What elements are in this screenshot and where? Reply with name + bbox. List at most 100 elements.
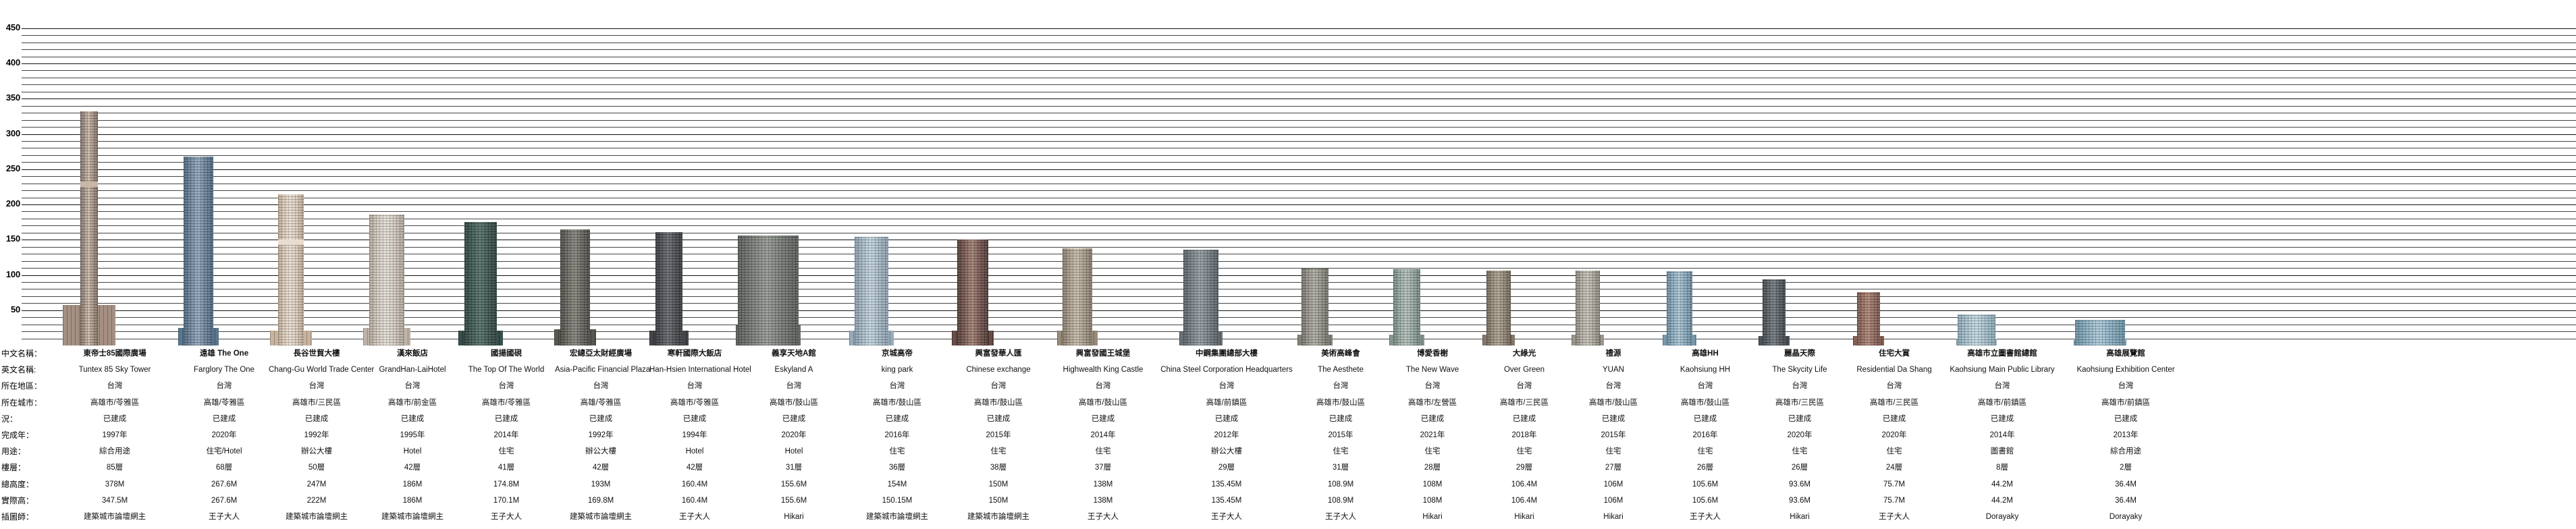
- cell-illustrator: 建築城市論壇網主: [570, 512, 632, 521]
- window-texture: [369, 214, 404, 345]
- cell-height_total: 150M: [988, 480, 1009, 489]
- cell-floors: 42層: [686, 464, 703, 472]
- gridline-major: [22, 204, 2576, 205]
- cell-status: 已建成: [1788, 414, 1812, 423]
- cell-city: 高雄市/鼓山區: [1680, 398, 1730, 407]
- tower-body: [1763, 279, 1786, 345]
- row-label-6: 完成年：: [1, 430, 34, 440]
- cell-city: 高雄市/鼓山區: [973, 398, 1023, 407]
- cell-use: Hotel: [784, 447, 803, 456]
- tower-body: [184, 157, 213, 345]
- cell-height_actual: 105.6M: [1692, 496, 1719, 505]
- y-axis-tick-label: 50: [10, 304, 20, 314]
- cell-floors: 85層: [106, 464, 124, 472]
- cell-name_cn: 興富發國王城堡: [1075, 350, 1131, 358]
- building-slot: [1131, 0, 1270, 345]
- building-20: [1956, 314, 1997, 345]
- cell-height_actual: 186M: [402, 496, 423, 505]
- gridline-minor: [22, 49, 2576, 51]
- cell-height_actual: 135.45M: [1211, 496, 1242, 505]
- building-9: [849, 237, 894, 345]
- window-texture: [855, 237, 888, 345]
- cell-height_total: 93.6M: [1789, 480, 1810, 489]
- building-8: [736, 235, 801, 345]
- cell-use: 住宅: [1697, 447, 1713, 456]
- cell-name_en: GrandHan-LaiHotel: [379, 366, 446, 374]
- building-12: [1179, 250, 1223, 345]
- cell-city: 高雄市/鼓山區: [1316, 398, 1366, 407]
- cell-status: 已建成: [1693, 414, 1717, 423]
- cell-name_en: Highwealth King Castle: [1063, 366, 1144, 374]
- cell-status: 已建成: [2114, 414, 2138, 423]
- cell-height_actual: 169.8M: [587, 496, 614, 505]
- tower-body: [1576, 271, 1600, 345]
- cell-name_en: The Top Of The World: [468, 366, 545, 374]
- y-axis-tick-label: 250: [5, 163, 20, 173]
- window-texture: [2075, 319, 2125, 345]
- cell-use: 住宅: [1605, 447, 1621, 456]
- cell-illustrator: 王子大人: [1088, 512, 1119, 521]
- facade-band: [278, 240, 304, 246]
- table-column-11: 興富發國王城堡 Highwealth King Castle 台灣 高雄市/鼓山區 已建…: [1049, 345, 1157, 525]
- cell-height_actual: 155.6M: [780, 496, 807, 505]
- cell-region: 台灣: [498, 382, 514, 391]
- table-column-10: 興富發華人匯 Chinese exchange 台灣 高雄市/鼓山區 已建成 2015年住…: [948, 345, 1049, 525]
- cell-name_en: Farglory The One: [194, 366, 254, 374]
- cell-illustrator: 王子大人: [1879, 512, 1910, 521]
- gridlines: 50 100 150 200 250 300 350 400 450: [5, 22, 2576, 339]
- cell-name_en: The Aesthete: [1318, 366, 1364, 374]
- building-slot: [922, 0, 1023, 345]
- gridline-minor: [22, 105, 2576, 107]
- cell-status: 已建成: [1882, 414, 1906, 423]
- cell-city: 高雄市/前金區: [387, 398, 437, 407]
- building-7: [649, 232, 689, 345]
- cell-city: 高雄市/鼓山區: [872, 398, 922, 407]
- gridline-major: [22, 28, 2576, 29]
- window-texture: [1857, 291, 1880, 345]
- tower-body: [1063, 248, 1092, 345]
- row-label-10: 實際高：: [1, 495, 34, 505]
- cell-year: 2014年: [493, 430, 519, 439]
- cell-use: 住宅: [889, 447, 905, 456]
- cell-illustrator: 建築城市論壇網主: [866, 512, 928, 521]
- cell-name_cn: 長谷世貿大樓: [293, 350, 340, 358]
- cell-use: 住宅: [1424, 447, 1441, 456]
- building-slot: [716, 0, 821, 345]
- gridline-major: [22, 169, 2576, 170]
- cell-city: 高雄市/鼓山區: [1588, 398, 1638, 407]
- cell-height_total: 154M: [887, 480, 907, 489]
- chart-plot-area: 50 100 150 200 250 300 350 400 450: [5, 0, 2576, 345]
- cell-region: 台灣: [1994, 382, 2010, 391]
- tower-body: [655, 232, 682, 345]
- cell-city: 高雄市/三民區: [1499, 398, 1549, 407]
- gridline-major: [22, 275, 2576, 276]
- cell-city: 高雄市/苓雅區: [90, 398, 140, 407]
- cell-city: 高雄市/三民區: [1869, 398, 1919, 407]
- cell-status: 已建成: [304, 414, 329, 423]
- table-column-8: 義享天地A館 Eskyland A 台灣 高雄市/鼓山區 已建成 2020年 Hotel 31…: [741, 345, 847, 525]
- table-column-6: 宏總亞太財經廣場 Asia-Pacific Financial Plaza 台灣 高雄…: [554, 345, 650, 525]
- table-column-17: 高雄HH Kaohsiung HH 台灣 高雄市/鼓山區 已建成 2016年 住宅 26層 10…: [1658, 345, 1752, 525]
- cell-height_actual: 106M: [1603, 496, 1624, 505]
- cell-floors: 26層: [1696, 464, 1714, 472]
- cell-name_cn: 中鋼集團總部大樓: [1196, 350, 1258, 358]
- tower-body: [80, 111, 98, 345]
- gridline-major: [22, 63, 2576, 64]
- window-texture: [80, 111, 98, 345]
- cell-height_total: 160.4M: [681, 480, 708, 489]
- cell-year: 1994年: [682, 430, 707, 439]
- cell-status: 已建成: [1091, 414, 1115, 423]
- cell-region: 台灣: [1697, 382, 1713, 391]
- window-texture: [464, 222, 497, 345]
- cell-use: Hotel: [403, 447, 422, 456]
- cell-floors: 38層: [990, 464, 1007, 472]
- cell-height_actual: 75.7M: [1883, 496, 1905, 505]
- tower-body: [1857, 291, 1880, 345]
- cell-status: 已建成: [1512, 414, 1536, 423]
- cell-use: 住宅: [1886, 447, 1902, 456]
- cell-illustrator: Hikari: [1790, 512, 1810, 521]
- gridline-minor: [22, 162, 2576, 163]
- cell-region: 台灣: [687, 382, 703, 391]
- table-column-1: 東帝士85國際廣場 Tuntex 85 Sky Tower 台灣 高雄市/苓雅區 已建成…: [49, 345, 181, 525]
- table-column-14: 博愛香榭 The New Wave 台灣 高雄市/左營區 已建成 2021年 住宅 28層 10…: [1385, 345, 1480, 525]
